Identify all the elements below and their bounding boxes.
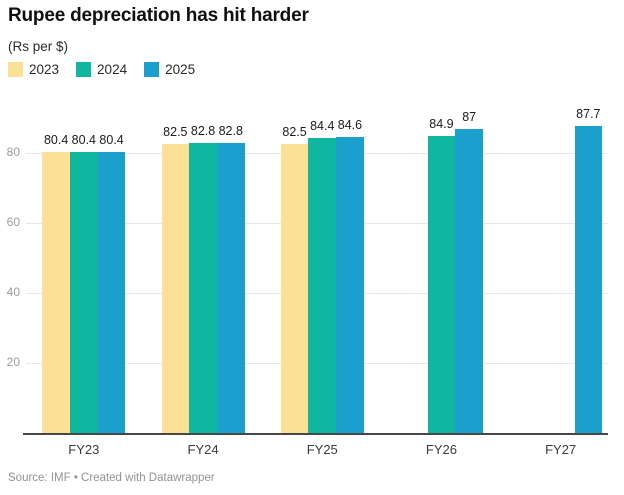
legend-item-2025: 2025 xyxy=(144,62,195,77)
y-tick-label-20: 20 xyxy=(6,355,20,369)
value-label-2024-FY26: 84.9 xyxy=(429,116,454,131)
bar-2024-FY23 xyxy=(70,151,98,433)
value-label-2024-FY24: 82.8 xyxy=(190,124,216,139)
legend-label-2023: 2023 xyxy=(29,62,60,77)
x-axis-label-FY24: FY24 xyxy=(187,442,219,457)
bar-2024-FY25 xyxy=(308,137,337,433)
legend-swatch-2024 xyxy=(76,62,92,77)
legend-item-2023: 2023 xyxy=(8,62,59,77)
bar-2024-FY24 xyxy=(189,143,217,433)
value-label-2025-FY26: 87 xyxy=(462,109,477,124)
bar-2024-FY26 xyxy=(427,135,456,433)
bar-2023-FY25 xyxy=(280,144,309,433)
y-tick-label-40: 40 xyxy=(6,285,20,299)
bar-2023-FY23 xyxy=(42,151,70,433)
bar-2023-FY24 xyxy=(161,144,190,433)
legend-swatch-2023 xyxy=(8,62,23,77)
chart-subtitle: (Rs per $) xyxy=(8,39,69,54)
value-label-2023-FY23: 80.4 xyxy=(43,132,69,147)
x-axis-label-FY25: FY25 xyxy=(306,442,338,457)
legend-swatch-2025 xyxy=(144,62,160,77)
legend-label-2025: 2025 xyxy=(165,62,196,77)
bar-2025-FY26 xyxy=(455,128,483,433)
source-attribution: Source: IMF • Created with Datawrapper xyxy=(8,472,215,484)
value-label-2025-FY24: 82.8 xyxy=(218,124,243,139)
bar-2025-FY24 xyxy=(216,143,245,433)
x-axis-label-FY23: FY23 xyxy=(68,442,100,457)
y-tick-label-60: 60 xyxy=(6,215,20,229)
chart-title: Rupee depreciation has hit harder xyxy=(8,5,309,26)
x-axis-label-FY27: FY27 xyxy=(545,442,577,457)
x-axis-label-FY26: FY26 xyxy=(425,442,457,457)
value-label-2025-FY27: 87.7 xyxy=(576,107,601,122)
y-tick-label-80: 80 xyxy=(6,145,20,159)
legend-label-2024: 2024 xyxy=(97,62,128,77)
bar-2025-FY27 xyxy=(574,126,603,433)
x-axis-line xyxy=(23,433,608,435)
value-label-2025-FY25: 84.6 xyxy=(337,117,363,132)
value-label-2023-FY24: 82.5 xyxy=(163,125,188,140)
value-label-2024-FY25: 84.4 xyxy=(310,118,335,133)
legend: 2023 2024 2025 xyxy=(8,62,195,77)
bar-2025-FY25 xyxy=(336,136,364,433)
value-label-2024-FY23: 80.4 xyxy=(71,132,97,147)
value-label-2023-FY25: 82.5 xyxy=(282,125,307,140)
bar-2025-FY23 xyxy=(97,151,126,433)
legend-item-2024: 2024 xyxy=(76,62,127,77)
value-label-2025-FY23: 80.4 xyxy=(99,132,124,147)
